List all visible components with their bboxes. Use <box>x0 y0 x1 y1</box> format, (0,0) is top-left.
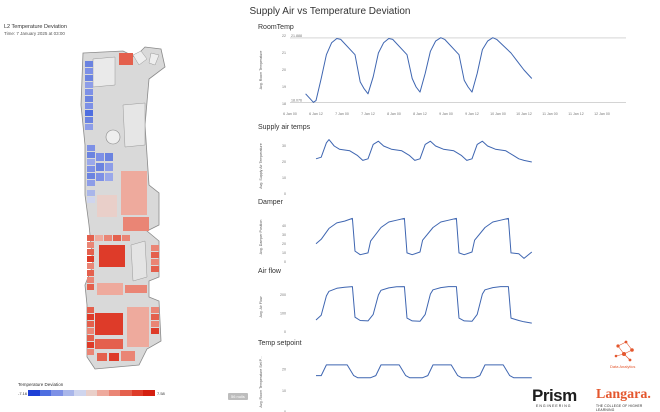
y-tick-label: 18 <box>282 102 286 106</box>
floor-plan-map[interactable] <box>75 45 167 375</box>
y-tick-label: 22 <box>282 34 286 38</box>
y-axis-label: Avg. Air Flow <box>259 296 263 317</box>
x-tick-label: 8 Jan 00 <box>387 112 401 116</box>
floor-plan-rooms[interactable] <box>85 53 159 361</box>
floorplan-time: Time: 7 January 2025 at 03:00 <box>4 31 65 36</box>
color-legend-bar <box>28 390 156 396</box>
y-tick-label: 20 <box>282 242 286 246</box>
y-tick-label: 10 <box>282 389 286 393</box>
x-tick-label: 9 Jan 00 <box>439 112 453 116</box>
y-tick-label: 0 <box>284 260 286 264</box>
chart-2[interactable]: 0 10 20 30 40 Avg. Damper Position <box>259 217 533 264</box>
series-line[interactable] <box>315 286 532 324</box>
y-tick-label: 0 <box>284 410 286 412</box>
legend-swatch-6 <box>97 390 109 396</box>
y-axis-label: Avg. Room Temperature Set P... <box>259 356 263 407</box>
page-title: Supply Air vs Temperature Deviation <box>249 6 411 17</box>
legend-swatch-7 <box>108 390 121 396</box>
y-axis-label: Avg. Room Temperature <box>259 51 263 90</box>
x-tick-label: 6 Jan 12 <box>309 112 323 116</box>
y-tick-label: 30 <box>282 144 286 148</box>
y-tick-label: 20 <box>282 367 286 371</box>
y-tick-label: 10 <box>282 176 286 180</box>
legend-min-label: -7.16 <box>18 391 28 396</box>
x-tick-label: 10 Jan 12 <box>516 112 532 116</box>
chart-title-roomtemp: RoomTemp <box>258 24 294 31</box>
legend-swatch-3 <box>62 390 75 396</box>
x-tick-label: 6 Jan 00 <box>283 112 297 116</box>
x-tick-label: 11 Jan 00 <box>542 112 558 116</box>
reference-label-max: 21.888 <box>291 34 302 38</box>
chart-title-damper: Damper <box>258 199 283 206</box>
series-line[interactable] <box>305 37 533 103</box>
x-tick-label: 7 Jan 12 <box>361 112 375 116</box>
series-line[interactable] <box>315 217 533 259</box>
chart-0[interactable]: 18 19 20 21 22 Avg. Room Temperature 21.888 18.… <box>259 34 626 116</box>
x-tick-label: 8 Jan 12 <box>413 112 427 116</box>
y-tick-label: 21 <box>282 51 286 55</box>
reference-label-min: 18.076 <box>291 99 302 103</box>
data-analytics-logo: Data Analytics <box>610 340 635 369</box>
legend-swatch-8 <box>120 390 132 396</box>
legend-title: Temperature Deviation <box>18 382 64 387</box>
legend-swatch-5 <box>85 390 98 396</box>
line-charts-panel[interactable]: 18 19 20 21 22 Avg. Room Temperature 21.888 18.… <box>252 0 660 412</box>
legend-swatch-2 <box>51 390 63 396</box>
series-line[interactable] <box>316 364 532 379</box>
chart-4[interactable]: 0 10 20 Avg. Room Temperature Set P... <box>259 356 532 412</box>
data-analytics-label: Data Analytics <box>610 364 635 369</box>
series-line[interactable] <box>315 139 532 163</box>
y-axis-label: Avg. Supply Air Temperature <box>259 143 263 188</box>
x-tick-label: 12 Jan 00 <box>594 112 610 116</box>
y-tick-label: 20 <box>282 68 286 72</box>
x-tick-label: 7 Jan 00 <box>335 112 349 116</box>
y-tick-label: 19 <box>282 85 286 89</box>
legend-max-label: 7.58 <box>157 391 165 396</box>
chart-title-temp-setpoint: Temp setpoint <box>258 340 302 347</box>
legend-swatch-4 <box>74 390 86 396</box>
y-tick-label: 10 <box>282 251 286 255</box>
y-tick-label: 20 <box>282 160 286 164</box>
x-tick-label: 11 Jan 12 <box>568 112 584 116</box>
floorplan-title: L2 Temperature Deviation <box>4 24 67 30</box>
chart-title-supply-air: Supply air temps <box>258 124 311 131</box>
y-tick-label: 0 <box>284 192 286 196</box>
y-tick-label: 30 <box>282 233 286 237</box>
x-tick-label: 9 Jan 12 <box>465 112 479 116</box>
prism-logo: Prism <box>532 386 577 405</box>
chart-title-air-flow: Air flow <box>258 268 281 275</box>
y-tick-label: 40 <box>282 224 286 228</box>
chart-3[interactable]: 0 100 200 Avg. Air Flow <box>259 286 532 335</box>
nulls-badge[interactable]: 56 nulls <box>228 393 248 400</box>
y-tick-label: 200 <box>280 293 286 297</box>
x-tick-label: 10 Jan 00 <box>490 112 506 116</box>
legend-swatch-10 <box>143 390 156 396</box>
legend-swatch-0 <box>28 390 40 396</box>
langara-logo-subtitle: THE COLLEGE OF HIGHER LEARNING <box>596 404 643 412</box>
y-axis-label: Avg. Damper Position <box>259 220 263 255</box>
y-tick-label: 0 <box>284 330 286 334</box>
langara-logo: Langara. <box>596 387 651 402</box>
y-tick-label: 100 <box>280 312 286 316</box>
chart-1[interactable]: 0 10 20 30 Avg. Supply Air Temperature <box>259 139 532 197</box>
legend-swatch-1 <box>39 390 52 396</box>
prism-logo-subtitle: ENGINEERING <box>536 404 572 408</box>
legend-swatch-9 <box>131 390 144 396</box>
